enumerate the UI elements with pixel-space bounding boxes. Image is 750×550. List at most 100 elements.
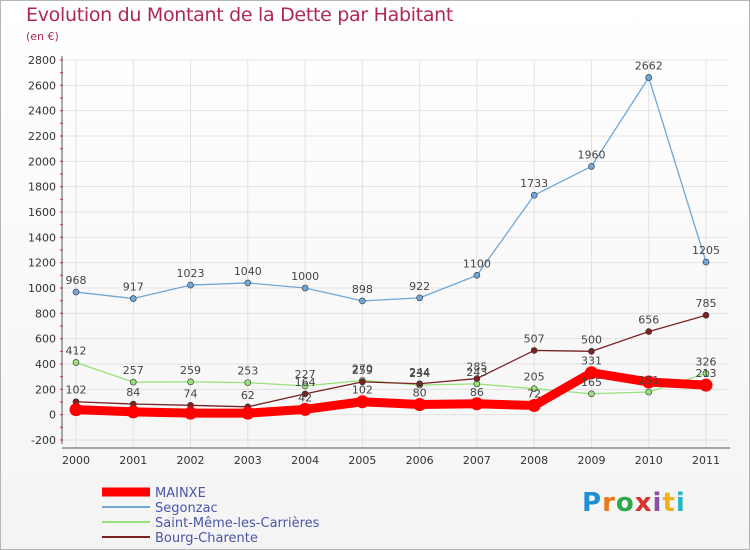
proxiti-logo: Proxiti — [582, 488, 686, 518]
point-label: 80 — [413, 387, 427, 400]
data-point-Segonzac — [244, 279, 252, 287]
logo-letter: t — [662, 488, 676, 518]
data-point-Saint-Même-les-Carrières — [72, 359, 80, 366]
y-tick-label: 1200 — [28, 257, 56, 270]
point-label: 1023 — [177, 267, 205, 280]
data-point-Bourg-Charente — [645, 328, 653, 335]
x-tick-label: 2002 — [177, 454, 205, 467]
data-point-Segonzac — [72, 288, 80, 296]
y-tick-label: 2200 — [28, 130, 56, 143]
point-label: 507 — [524, 332, 545, 345]
data-point-Saint-Même-les-Carrières — [530, 385, 538, 393]
data-point-Bourg-Charente — [359, 378, 366, 386]
y-tick-label: 200 — [35, 383, 56, 396]
chart-subtitle: (en €) — [26, 30, 59, 43]
data-point-Bourg-Charente — [588, 348, 595, 355]
data-point-Segonzac — [473, 272, 481, 279]
point-label: 74 — [184, 387, 198, 400]
point-label: 243 — [466, 366, 487, 379]
point-label: 84 — [126, 386, 140, 399]
data-point-MAINXE — [126, 405, 140, 419]
point-label: 1000 — [291, 270, 319, 283]
point-label: 102 — [352, 384, 373, 397]
point-label: 968 — [66, 274, 87, 287]
y-tick-label: 0 — [49, 409, 56, 422]
x-tick-label: 2010 — [635, 454, 663, 467]
data-point-Saint-Même-les-Carrières — [645, 388, 653, 396]
point-label: 1100 — [463, 257, 491, 270]
point-label: 898 — [352, 283, 373, 296]
point-label: 917 — [123, 281, 144, 294]
y-tick-label: 600 — [35, 333, 56, 346]
data-point-Segonzac — [702, 258, 710, 266]
y-tick-label: 2800 — [28, 54, 56, 67]
y-tick-label: 1600 — [28, 206, 56, 219]
point-label: 922 — [409, 280, 430, 293]
point-label: 326 — [696, 355, 717, 368]
data-point-MAINXE — [69, 403, 83, 417]
point-label: 72 — [527, 388, 541, 401]
data-point-Saint-Même-les-Carrières — [588, 390, 595, 398]
data-point-Segonzac — [359, 297, 366, 305]
logo-letter: i — [652, 488, 663, 518]
point-label: 1733 — [520, 177, 548, 190]
data-point-Saint-Même-les-Carrières — [244, 379, 252, 386]
logo-letter: x — [634, 488, 653, 518]
chart-title: Evolution du Montant de la Dette par Hab… — [26, 4, 454, 26]
legend-label: MAINXE — [155, 486, 206, 501]
data-point-MAINXE — [642, 375, 656, 389]
data-point-Segonzac — [530, 191, 538, 199]
series-line-MAINXE — [71, 368, 711, 418]
point-label: 205 — [524, 371, 545, 384]
x-tick-label: 2001 — [119, 454, 147, 467]
point-label: 656 — [638, 314, 659, 327]
y-tick-label: 400 — [35, 358, 56, 371]
data-point-MAINXE — [355, 395, 369, 409]
data-point-MAINXE — [699, 378, 713, 392]
point-label: 1205 — [692, 244, 720, 257]
data-point-Saint-Même-les-Carrières — [301, 382, 309, 390]
point-label: 251 — [638, 374, 659, 387]
point-label: 331 — [581, 355, 602, 368]
point-label: 244 — [409, 366, 430, 379]
data-point-Bourg-Charente — [530, 347, 538, 354]
point-label: 500 — [581, 333, 602, 346]
legend-label: Saint-Même-les-Carrières — [155, 516, 320, 531]
series-line-Bourg-Charente — [75, 314, 707, 408]
data-point-Bourg-Charente — [473, 375, 481, 382]
x-tick-label: 2011 — [692, 454, 720, 467]
point-label: 259 — [180, 364, 201, 377]
point-label: 227 — [295, 368, 316, 381]
point-label: 42 — [298, 391, 312, 404]
legend-label: Bourg-Charente — [155, 531, 258, 546]
y-tick-label: 2600 — [28, 79, 56, 92]
point-label: 1960 — [577, 148, 605, 161]
data-point-Segonzac — [645, 74, 653, 81]
y-tick-label: 2400 — [28, 105, 56, 118]
x-tick-label: 2003 — [234, 454, 262, 467]
x-tick-label: 2000 — [62, 454, 90, 467]
point-label: 1040 — [234, 265, 262, 278]
data-point-Segonzac — [416, 294, 423, 302]
y-tick-label: 2000 — [28, 155, 56, 168]
data-point-Bourg-Charente — [301, 390, 309, 398]
point-label: 257 — [123, 364, 144, 377]
logo-letter: i — [675, 488, 686, 518]
data-point-Segonzac — [588, 163, 595, 170]
point-label: 213 — [696, 367, 717, 380]
y-tick-label: 1400 — [28, 231, 56, 244]
point-label: 2662 — [635, 59, 663, 72]
data-point-Segonzac — [187, 281, 194, 289]
logo-letter: r — [602, 488, 616, 518]
x-tick-label: 2004 — [291, 454, 319, 467]
data-point-MAINXE — [241, 406, 255, 420]
point-label: 86 — [470, 386, 484, 399]
legend-label: Segonzac — [155, 501, 218, 516]
data-point-Bourg-Charente — [702, 311, 710, 319]
logo-letter: P — [582, 488, 603, 518]
logo-letter: o — [615, 488, 635, 518]
data-point-MAINXE — [470, 397, 484, 411]
point-label: 234 — [409, 367, 430, 380]
